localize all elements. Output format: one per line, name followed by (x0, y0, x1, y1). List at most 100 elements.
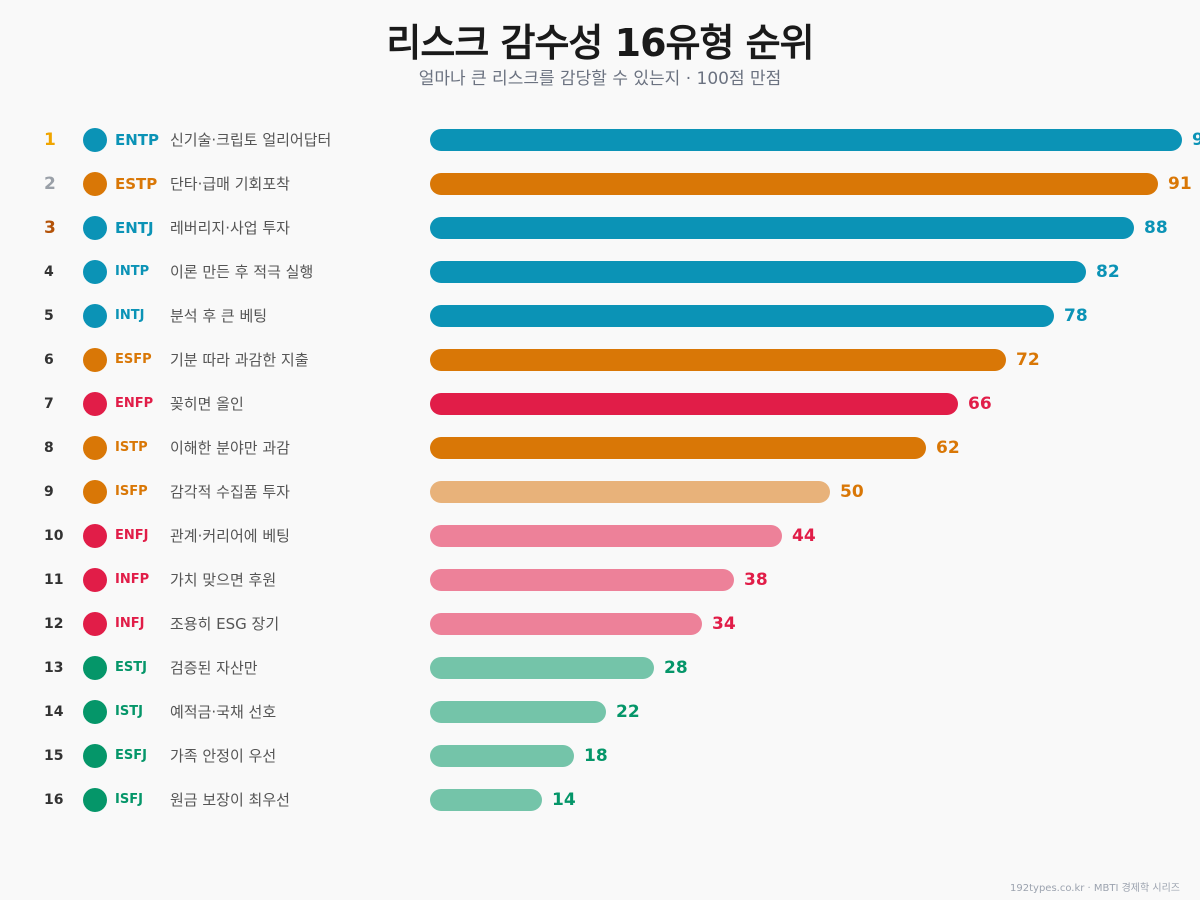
value-label: 82 (1096, 262, 1120, 282)
type-color-dot (83, 524, 107, 548)
type-label: ENFP (115, 396, 154, 411)
value-label: 62 (936, 438, 960, 458)
bar (430, 789, 542, 811)
type-color-dot (83, 172, 107, 196)
value-label: 72 (1016, 350, 1040, 370)
rank-number: 1 (44, 130, 56, 150)
type-label: INFP (115, 572, 150, 587)
chart-row: 9 ISFP 감각적 수집품 투자 50 (0, 470, 1200, 514)
type-description: 꽂히면 올인 (170, 395, 244, 413)
type-description: 레버리지·사업 투자 (170, 219, 290, 237)
type-color-dot (83, 436, 107, 460)
rank-number: 2 (44, 174, 56, 194)
type-description: 검증된 자산만 (170, 659, 258, 677)
type-color-dot (83, 744, 107, 768)
value-label: 50 (840, 482, 864, 502)
value-label: 22 (616, 702, 640, 722)
chart-row: 5 INTJ 분석 후 큰 베팅 78 (0, 294, 1200, 338)
type-description: 기분 따라 과감한 지출 (170, 351, 309, 369)
type-label: ESTP (115, 175, 158, 193)
type-label: ISFJ (115, 792, 143, 807)
type-color-dot (83, 568, 107, 592)
value-label: 18 (584, 746, 608, 766)
type-label: INTP (115, 264, 150, 279)
rank-number: 14 (44, 704, 64, 720)
chart-row: 8 ISTP 이해한 분야만 과감 62 (0, 426, 1200, 470)
rank-number: 10 (44, 528, 64, 544)
chart-row: 15 ESFJ 가족 안정이 우선 18 (0, 734, 1200, 778)
bar (430, 261, 1086, 283)
type-label: ISFP (115, 484, 148, 499)
bar (430, 657, 654, 679)
type-color-dot (83, 612, 107, 636)
type-label: ENTJ (115, 219, 154, 237)
type-label: ESFP (115, 352, 152, 367)
value-label: 88 (1144, 218, 1168, 238)
value-label: 91 (1168, 174, 1192, 194)
type-label: INTJ (115, 308, 145, 323)
type-label: ISTP (115, 440, 148, 455)
rank-number: 3 (44, 218, 56, 238)
chart-row: 7 ENFP 꽂히면 올인 66 (0, 382, 1200, 426)
type-description: 관계·커리어에 베팅 (170, 527, 290, 545)
type-color-dot (83, 788, 107, 812)
bar (430, 613, 702, 635)
rank-number: 16 (44, 792, 64, 808)
bar (430, 349, 1006, 371)
type-description: 가치 맞으면 후원 (170, 571, 277, 589)
rank-number: 5 (44, 308, 54, 324)
bar (430, 569, 734, 591)
type-label: ENFJ (115, 528, 149, 543)
type-color-dot (83, 260, 107, 284)
bar (430, 217, 1134, 239)
rank-number: 6 (44, 352, 54, 368)
rank-number: 13 (44, 660, 64, 676)
type-description: 조용히 ESG 장기 (170, 615, 280, 633)
type-color-dot (83, 656, 107, 680)
value-label: 66 (968, 394, 992, 414)
bar (430, 173, 1158, 195)
chart-row: 3 ENTJ 레버리지·사업 투자 88 (0, 206, 1200, 250)
type-label: ESTJ (115, 660, 147, 675)
type-description: 원금 보장이 최우선 (170, 791, 290, 809)
type-color-dot (83, 392, 107, 416)
value-label: 78 (1064, 306, 1088, 326)
chart-row: 1 ENTP 신기술·크립토 얼리어답터 94 (0, 118, 1200, 162)
type-description: 단타·급매 기회포착 (170, 175, 290, 193)
chart-row: 4 INTP 이론 만든 후 적극 실행 82 (0, 250, 1200, 294)
footer-credit: 192types.co.kr · MBTI 경제학 시리즈 (1010, 883, 1180, 894)
chart-row: 13 ESTJ 검증된 자산만 28 (0, 646, 1200, 690)
type-label: ISTJ (115, 704, 143, 719)
type-description: 감각적 수집품 투자 (170, 483, 290, 501)
type-description: 분석 후 큰 베팅 (170, 307, 268, 325)
rank-number: 8 (44, 440, 54, 456)
chart-row: 12 INFJ 조용히 ESG 장기 34 (0, 602, 1200, 646)
type-color-dot (83, 128, 107, 152)
bar (430, 393, 958, 415)
rank-number: 12 (44, 616, 64, 632)
bar (430, 481, 830, 503)
chart-title: 리스크 감수성 16유형 순위 (386, 21, 814, 65)
chart-row: 2 ESTP 단타·급매 기회포착 91 (0, 162, 1200, 206)
type-description: 가족 안정이 우선 (170, 747, 277, 765)
type-description: 신기술·크립토 얼리어답터 (170, 131, 332, 149)
chart-subtitle: 얼마나 큰 리스크를 감당할 수 있는지 · 100점 만점 (418, 69, 782, 89)
bar (430, 129, 1182, 151)
bar (430, 701, 606, 723)
value-label: 14 (552, 790, 576, 810)
type-color-dot (83, 216, 107, 240)
type-description: 이해한 분야만 과감 (170, 439, 290, 457)
chart-row: 11 INFP 가치 맞으면 후원 38 (0, 558, 1200, 602)
chart-row: 6 ESFP 기분 따라 과감한 지출 72 (0, 338, 1200, 382)
rank-number: 4 (44, 264, 54, 280)
value-label: 94 (1192, 130, 1200, 150)
type-color-dot (83, 348, 107, 372)
chart-row: 16 ISFJ 원금 보장이 최우선 14 (0, 778, 1200, 822)
bar (430, 305, 1054, 327)
rank-number: 9 (44, 484, 54, 500)
bar (430, 437, 926, 459)
value-label: 28 (664, 658, 688, 678)
bar (430, 745, 574, 767)
value-label: 38 (744, 570, 768, 590)
bar (430, 525, 782, 547)
